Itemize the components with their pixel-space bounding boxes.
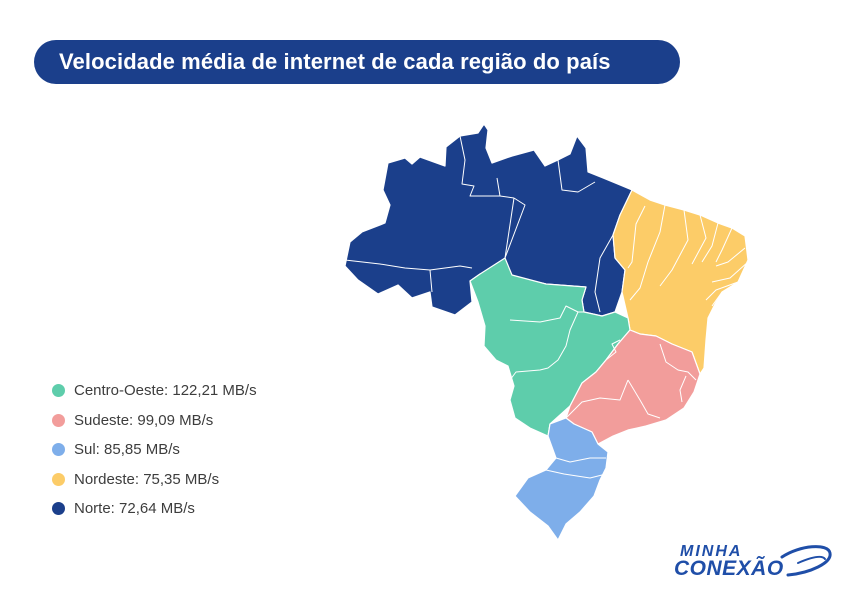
legend-item-centro-oeste: Centro-Oeste: 122,21 MB/s [52, 376, 257, 406]
legend-item-sul: Sul: 85,85 MB/s [52, 435, 257, 465]
logo-line1: MINHA [680, 543, 743, 560]
logo-swoosh-icon [780, 545, 832, 577]
legend-dot-sul [52, 443, 65, 457]
legend-dot-centro-oeste [52, 384, 65, 398]
legend: Centro-Oeste: 122,21 MB/s Sudeste: 99,09… [52, 376, 257, 524]
legend-dot-norte [52, 502, 65, 516]
legend-item-sudeste: Sudeste: 99,09 MB/s [52, 406, 257, 436]
legend-label-nordeste: Nordeste: 75,35 MB/s [74, 470, 220, 488]
legend-dot-nordeste [52, 472, 65, 486]
region-sul[interactable] [514, 417, 609, 541]
region-sudeste[interactable] [565, 329, 701, 445]
legend-label-centro-oeste: Centro-Oeste: 122,21 MB/s [74, 382, 257, 400]
logo-line2: CONEXÃO [674, 557, 784, 580]
legend-item-nordeste: Nordeste: 75,35 MB/s [52, 465, 257, 495]
minha-conexao-logo: MINHA CONEXÃO [670, 543, 835, 580]
legend-item-norte: Norte: 72,64 MB/s [52, 494, 257, 524]
legend-dot-sudeste [52, 413, 65, 427]
legend-label-sul: Sul: 85,85 MB/s [74, 441, 180, 459]
legend-label-sudeste: Sudeste: 99,09 MB/s [74, 411, 214, 429]
title-text: Velocidade média de internet de cada reg… [59, 49, 611, 74]
page-title: Velocidade média de internet de cada reg… [34, 40, 680, 84]
legend-label-norte: Norte: 72,64 MB/s [74, 500, 195, 518]
state-borders [344, 135, 749, 479]
